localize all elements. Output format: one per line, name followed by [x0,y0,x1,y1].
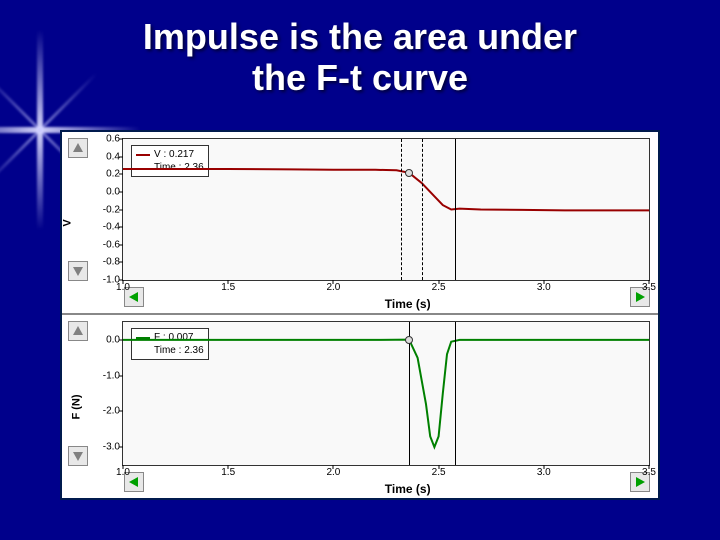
legend-time: Time : 2.36 [154,161,204,174]
title-line-1: Impulse is the area under [143,16,577,57]
ytick-label: -1.0 [103,370,120,381]
legend-series: V : 0.217 [154,148,194,161]
ytick-label: -0.2 [103,204,120,215]
data-marker[interactable] [405,169,413,177]
scroll-down-button[interactable] [68,446,88,466]
velocity-plot-area: V : 0.217 Time : 2.36 0.60.40.20.0-0.2-0… [122,138,650,281]
legend-series: F : 0.007 [154,331,193,344]
ytick-label: -0.8 [103,257,120,268]
data-marker[interactable] [405,336,413,344]
legend-time: Time : 2.36 [154,344,204,357]
velocity-legend: V : 0.217 Time : 2.36 [131,145,209,177]
title-line-2: the F-t curve [252,57,468,98]
x-axis-label: Time (s) [385,482,431,496]
ytick-label: 0.6 [106,134,120,145]
ytick-label: 0.0 [106,334,120,345]
ytick-label: 0.0 [106,186,120,197]
ytick-label: -3.0 [103,442,120,453]
cursor-dashed[interactable] [422,139,423,280]
cursor-solid[interactable] [455,322,456,465]
x-axis-label: Time (s) [385,297,431,311]
slide-title: Impulse is the area under the F-t curve [0,16,720,99]
ytick-label: -2.0 [103,406,120,417]
y-axis-label: F (N) [71,394,83,419]
scroll-down-button[interactable] [68,261,88,281]
scroll-up-button[interactable] [68,138,88,158]
force-legend: F : 0.007 Time : 2.36 [131,328,209,360]
ytick-label: 0.2 [106,169,120,180]
cursor-solid[interactable] [455,139,456,280]
ytick-label: -0.4 [103,222,120,233]
ytick-label: 0.4 [106,151,120,162]
velocity-panel: V Time (s) V : 0.217 Time : 2.36 0.60.40… [62,132,658,315]
charts-container: V Time (s) V : 0.217 Time : 2.36 0.60.40… [60,130,660,500]
ytick-label: -0.6 [103,239,120,250]
y-axis-label: V [62,219,74,226]
force-panel: F (N) Time (s) F : 0.007 Time : 2.36 0.0… [62,315,658,498]
scroll-up-button[interactable] [68,321,88,341]
force-plot-area: F : 0.007 Time : 2.36 0.0-1.0-2.0-3.01.0… [122,321,650,466]
cursor-dashed[interactable] [401,139,402,280]
